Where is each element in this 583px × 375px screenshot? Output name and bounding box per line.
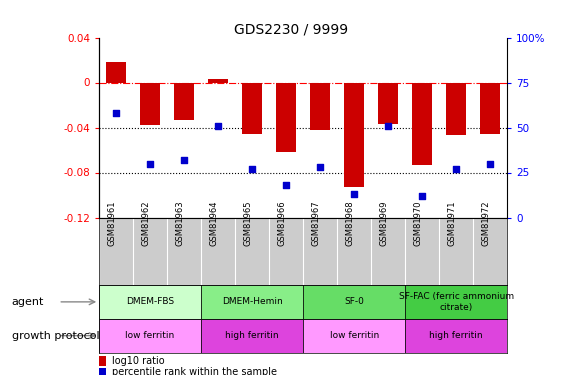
Point [417, 193, 427, 199]
Point [451, 166, 461, 172]
Text: GSM81971: GSM81971 [447, 200, 456, 246]
Point [282, 182, 291, 188]
Text: GSM81963: GSM81963 [175, 200, 184, 246]
Bar [412, 82, 433, 165]
Text: SF-FAC (ferric ammonium
citrate): SF-FAC (ferric ammonium citrate) [399, 292, 514, 312]
Text: GSM81969: GSM81969 [379, 200, 388, 246]
Point [384, 123, 393, 129]
Text: GSM81962: GSM81962 [141, 200, 150, 246]
Point [247, 166, 257, 172]
Bar [174, 82, 194, 120]
Text: high ferritin: high ferritin [226, 331, 279, 340]
Text: low ferritin: low ferritin [329, 331, 379, 340]
Point [180, 157, 189, 163]
Bar [201, 319, 303, 352]
Bar [208, 79, 229, 82]
Text: GSM81965: GSM81965 [243, 200, 252, 246]
Bar [106, 62, 127, 82]
Text: GSM81972: GSM81972 [481, 200, 490, 246]
Point [349, 191, 359, 197]
Text: GSM81964: GSM81964 [209, 200, 218, 246]
Text: high ferritin: high ferritin [430, 331, 483, 340]
Bar [99, 285, 201, 319]
Bar [140, 82, 160, 125]
Text: growth protocol: growth protocol [12, 331, 99, 340]
Text: low ferritin: low ferritin [125, 331, 175, 340]
Text: GSM81961: GSM81961 [107, 200, 116, 246]
Text: GDS2230 / 9999: GDS2230 / 9999 [234, 22, 349, 36]
Text: percentile rank within the sample: percentile rank within the sample [112, 367, 277, 375]
Text: log10 ratio: log10 ratio [112, 356, 164, 366]
Point [213, 123, 223, 129]
Text: DMEM-Hemin: DMEM-Hemin [222, 297, 283, 306]
Point [486, 160, 495, 166]
Bar [446, 82, 466, 135]
Bar [378, 82, 398, 124]
Text: GSM81966: GSM81966 [277, 200, 286, 246]
Bar [344, 82, 364, 187]
Point [111, 110, 121, 116]
Text: GSM81970: GSM81970 [413, 200, 422, 246]
Text: DMEM-FBS: DMEM-FBS [126, 297, 174, 306]
Bar [310, 82, 331, 130]
Text: GSM81967: GSM81967 [311, 200, 320, 246]
Point [315, 164, 325, 170]
Bar [480, 82, 500, 134]
Bar [201, 285, 303, 319]
Bar [303, 319, 405, 352]
Bar [242, 82, 262, 134]
Bar [303, 285, 405, 319]
Text: agent: agent [12, 297, 44, 307]
Text: SF-0: SF-0 [344, 297, 364, 306]
Bar [99, 319, 201, 352]
Bar [405, 319, 507, 352]
Bar [276, 82, 296, 152]
Text: GSM81968: GSM81968 [345, 200, 354, 246]
Bar [405, 285, 507, 319]
Point [146, 160, 155, 166]
